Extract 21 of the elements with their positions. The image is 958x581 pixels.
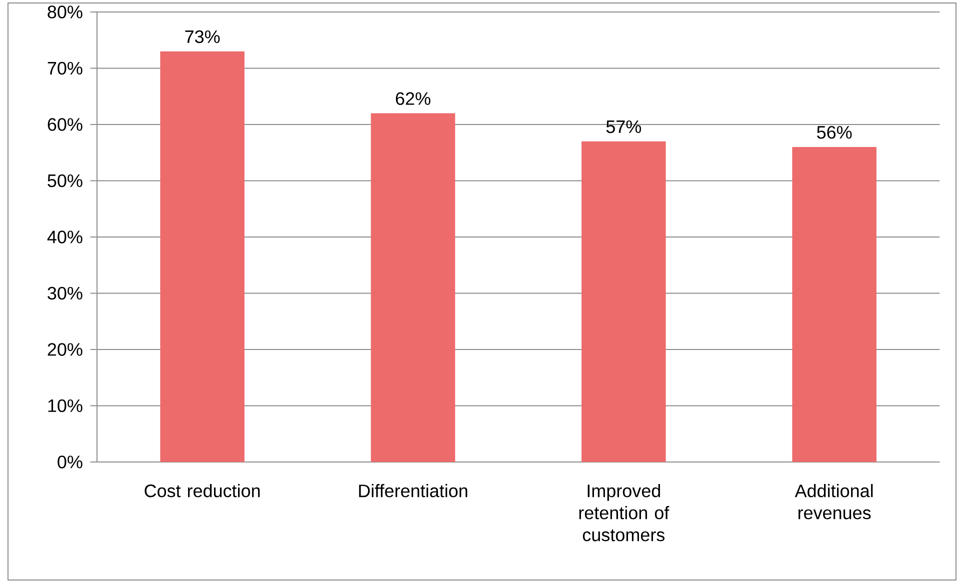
x-tick-label: Differentiation — [359, 484, 468, 498]
x-tick-label: Cost reduction — [144, 484, 260, 498]
x-tick-label: Additional revenues — [794, 484, 873, 520]
bar — [370, 113, 456, 462]
x-tick-label: Improved retention of customers — [579, 484, 670, 542]
y-tick-label: 10% — [48, 399, 82, 412]
data-label: 56% — [817, 126, 852, 139]
data-label: 62% — [396, 92, 430, 105]
bar — [582, 141, 666, 462]
y-tick-label: 0% — [58, 456, 82, 468]
y-tick-label: 70% — [48, 62, 82, 75]
y-tick-label: 40% — [47, 230, 82, 244]
y-tick-label: 60% — [48, 118, 82, 131]
data-label: 73% — [185, 30, 220, 44]
bar — [792, 146, 876, 462]
y-tick-label: 50% — [48, 174, 82, 188]
bar — [160, 51, 244, 462]
y-tick-label: 20% — [48, 343, 82, 356]
y-tick-label: 30% — [48, 286, 82, 300]
y-tick-label: 80% — [48, 6, 82, 18]
data-label: 57% — [606, 120, 642, 134]
